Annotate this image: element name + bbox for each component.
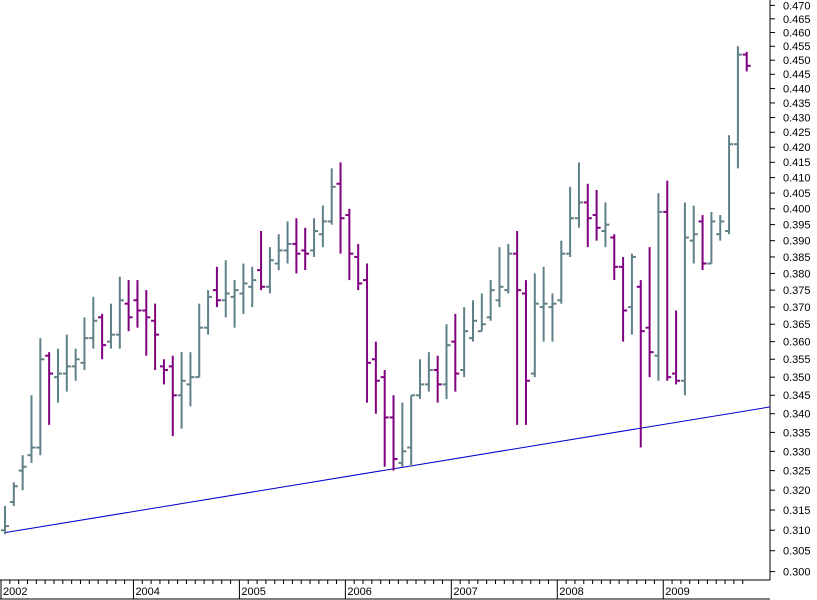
y-tick-label: 0.380 xyxy=(783,268,811,280)
y-tick-label: 0.405 xyxy=(783,188,811,200)
y-tick-label: 0.455 xyxy=(783,41,811,53)
y-tick-label: 0.385 xyxy=(783,252,811,264)
y-tick-label: 0.450 xyxy=(783,55,811,67)
y-tick-label: 0.400 xyxy=(783,204,811,216)
x-tick-label: 2007 xyxy=(453,586,477,598)
y-tick-label: 0.375 xyxy=(783,285,811,297)
y-tick-label: 0.370 xyxy=(783,302,811,314)
y-tick-label: 0.430 xyxy=(783,112,811,124)
x-tick-label: 2005 xyxy=(241,586,265,598)
x-tick-label: 2009 xyxy=(665,586,689,598)
y-tick-label: 0.390 xyxy=(783,236,811,248)
y-tick-label: 0.300 xyxy=(783,566,811,578)
y-tick-label: 0.395 xyxy=(783,220,811,232)
y-tick-label: 0.330 xyxy=(783,446,811,458)
y-tick-label: 0.440 xyxy=(783,83,811,95)
y-tick-label: 0.415 xyxy=(783,157,811,169)
y-tick-label: 0.305 xyxy=(783,546,811,558)
y-tick-label: 0.445 xyxy=(783,69,811,81)
y-tick-label: 0.320 xyxy=(783,485,811,497)
trend-line xyxy=(4,406,771,534)
y-tick-label: 0.345 xyxy=(783,390,811,402)
y-tick-label: 0.465 xyxy=(783,14,811,26)
y-tick-label: 0.325 xyxy=(783,466,811,478)
y-tick-label: 0.460 xyxy=(783,27,811,39)
y-tick-label: 0.420 xyxy=(783,142,811,154)
y-tick-label: 0.315 xyxy=(783,505,811,517)
y-tick-label: 0.340 xyxy=(783,409,811,421)
y-tick-label: 0.425 xyxy=(783,127,811,139)
x-tick-label: 2008 xyxy=(559,586,583,598)
x-tick-label: 2004 xyxy=(135,586,159,598)
y-tick-label: 0.470 xyxy=(783,0,811,12)
y-tick-label: 0.335 xyxy=(783,427,811,439)
y-tick-label: 0.410 xyxy=(783,173,811,185)
y-tick-label: 0.355 xyxy=(783,354,811,366)
y-tick-label: 0.435 xyxy=(783,98,811,110)
x-tick-label: 2006 xyxy=(347,586,371,598)
y-tick-label: 0.360 xyxy=(783,337,811,349)
y-tick-label: 0.365 xyxy=(783,319,811,331)
y-tick-label: 0.350 xyxy=(783,372,811,384)
x-tick-label: 2002 xyxy=(3,586,27,598)
y-tick-label: 0.310 xyxy=(783,525,811,537)
